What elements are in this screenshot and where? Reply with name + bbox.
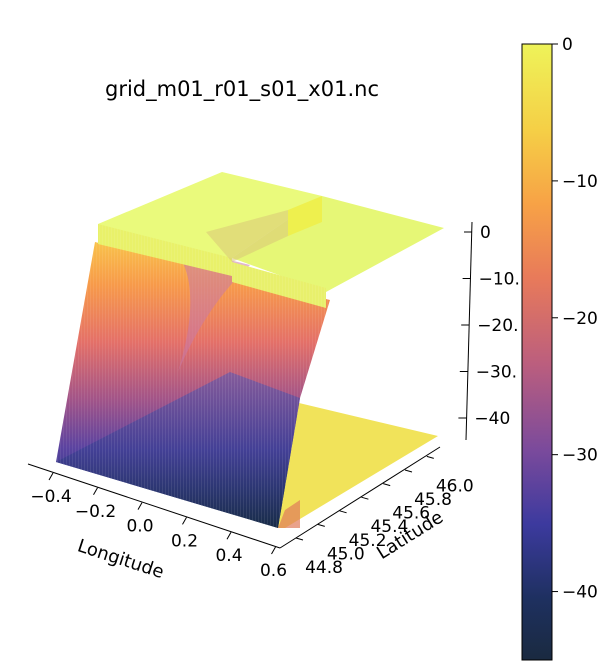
canyon	[168, 245, 250, 372]
y-tick-label: 45.8	[414, 490, 452, 510]
x-tick-mark	[271, 546, 276, 555]
y-tick-label: 46.0	[436, 476, 474, 496]
y-axis-line	[279, 446, 441, 549]
x-tick-mark	[137, 502, 143, 510]
x-tick-label: 0.0	[126, 517, 153, 537]
colorbar-tick-label: 0	[562, 35, 573, 55]
chart-title: grid_m01_r01_s01_x01.nc	[105, 77, 379, 102]
y-tick-mark	[361, 496, 369, 500]
y-tick-label: 44.8	[305, 558, 343, 578]
colorbar-bar	[521, 43, 553, 661]
y-tick-mark	[339, 510, 347, 514]
colorbar: 0 −10 −20 −30 −40	[521, 35, 598, 661]
x-tick-mark	[48, 472, 54, 481]
shelf-edge-right-mesh	[232, 262, 326, 308]
z-ticks: 0 −10. −20. −30. −40	[458, 223, 520, 429]
surface-plot	[56, 172, 444, 528]
y-tick-label: 45.0	[327, 544, 365, 564]
colorbar-tick-label: −40	[562, 583, 598, 603]
z-tick-label: −20.	[477, 316, 518, 336]
y-tick-mark	[383, 483, 391, 487]
bottom-edge	[278, 500, 300, 528]
y-tick-label: 45.4	[370, 517, 408, 537]
x-ticks: −0.4−0.2 0.0 0.2 0.4 0.6	[30, 472, 287, 581]
y-tick-mark	[317, 523, 325, 527]
x-tick-label: −0.2	[75, 502, 116, 522]
x-tick-mark	[226, 531, 232, 540]
colorbar-tick-label: −20	[562, 309, 598, 329]
x-axis-label: Longitude	[75, 535, 167, 583]
y-ticks: 44.845.045.245.445.645.846.0	[295, 455, 474, 578]
x-tick-label: 0.4	[215, 546, 242, 566]
shelf-edge-left-mesh	[98, 224, 232, 276]
shelf-notch-side	[206, 210, 288, 262]
shelf-top-right	[232, 196, 444, 292]
colorbar-tick-label: −30	[562, 446, 598, 466]
y-tick-mark	[295, 537, 304, 541]
y-tick-mark	[426, 455, 434, 459]
shelf-notch	[288, 196, 322, 236]
x-tick-label: 0.6	[260, 561, 287, 581]
z-tick-label: −30.	[476, 363, 517, 383]
deep-floor-mesh	[56, 372, 300, 528]
z-axis-line	[465, 221, 473, 441]
y-tick-label: 45.2	[349, 531, 387, 551]
y-tick-label: 45.6	[392, 504, 430, 524]
colorbar-tick-label: −10	[562, 172, 598, 192]
z-tick-label: −10.	[479, 270, 520, 290]
basin-floor-yellow	[278, 398, 438, 528]
x-axis-line	[27, 463, 281, 549]
shelf-top-left	[98, 172, 322, 258]
y-tick-mark	[404, 469, 413, 473]
axes	[27, 221, 473, 549]
x-tick-mark	[93, 487, 98, 496]
x-tick-mark	[182, 517, 187, 525]
z-tick-label: −40	[474, 409, 510, 429]
x-tick-label: 0.2	[171, 531, 198, 551]
z-tick-label: 0	[480, 223, 491, 243]
x-tick-label: −0.4	[30, 487, 71, 507]
colorbar-ticks: 0 −10 −20 −30 −40	[552, 35, 598, 603]
